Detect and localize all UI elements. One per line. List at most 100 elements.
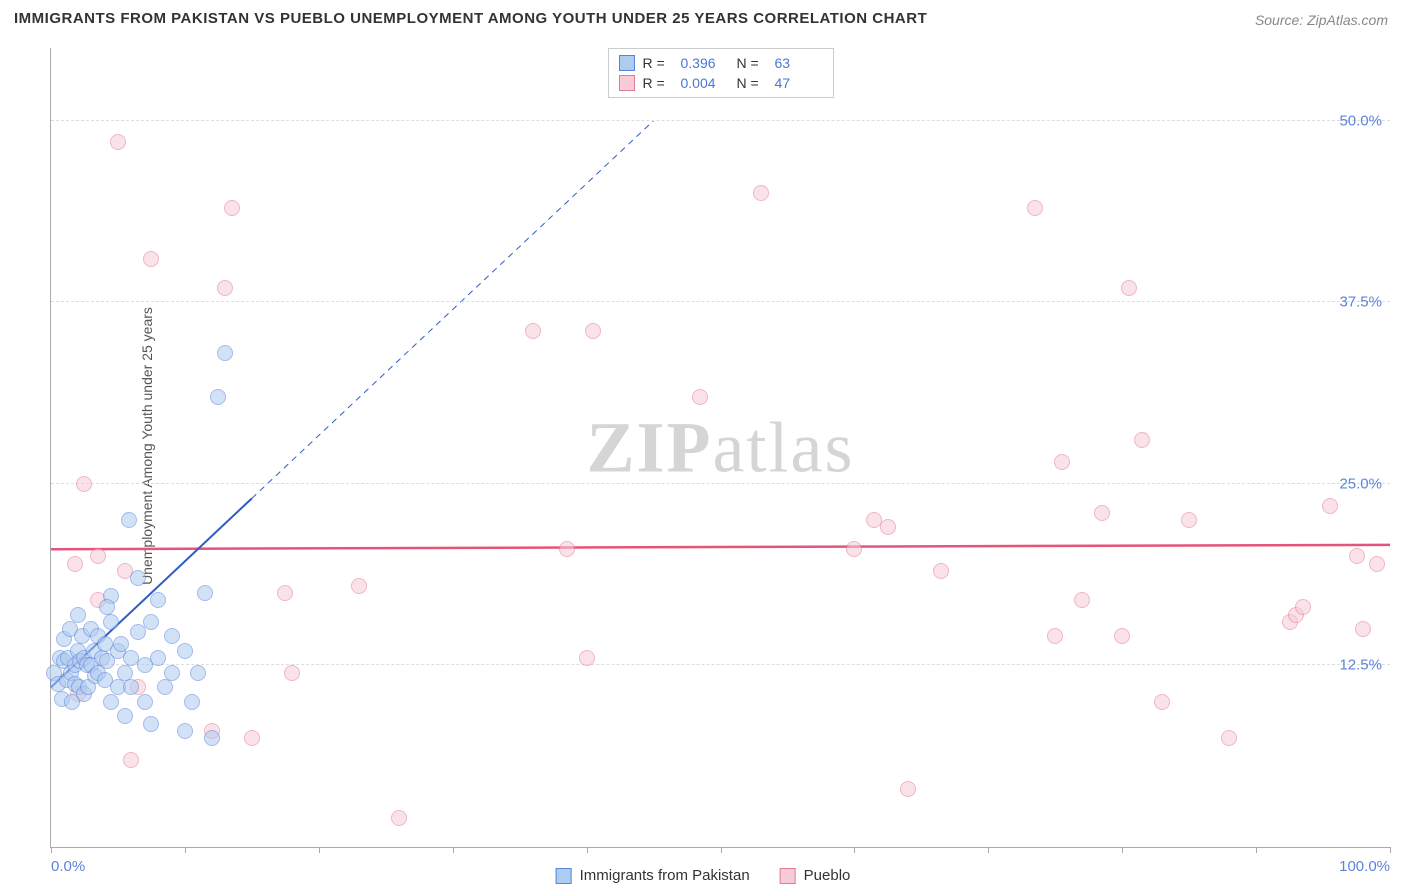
x-tick [854,847,855,853]
data-point [224,200,240,216]
data-point [1221,730,1237,746]
gridline [51,301,1390,302]
data-point [130,624,146,640]
data-point [1114,628,1130,644]
data-point [1355,621,1371,637]
data-point [164,628,180,644]
data-point [90,548,106,564]
data-point [103,614,119,630]
y-tick-label: 12.5% [1339,657,1382,674]
data-point [1094,505,1110,521]
legend-swatch [619,75,635,91]
data-point [130,570,146,586]
data-point [76,476,92,492]
data-point [1154,694,1170,710]
data-point [585,323,601,339]
data-point [113,636,129,652]
data-point [579,650,595,666]
data-point [1295,599,1311,615]
data-point [67,556,83,572]
data-point [880,519,896,535]
data-point [123,752,139,768]
data-point [143,614,159,630]
legend-r-label: R = [643,75,673,91]
gridline [51,483,1390,484]
x-tick [1256,847,1257,853]
legend-item: Immigrants from Pakistan [556,867,750,884]
legend-swatch [619,55,635,71]
data-point [1121,280,1137,296]
x-tick [453,847,454,853]
data-point [277,585,293,601]
data-point [846,541,862,557]
data-point [1047,628,1063,644]
data-point [70,607,86,623]
data-point [351,578,367,594]
data-point [117,708,133,724]
legend-row: R = 0.396 N = 63 [619,53,823,73]
data-point [123,679,139,695]
data-point [184,694,200,710]
data-point [900,781,916,797]
x-axis-label: 100.0% [1339,858,1390,875]
trend-lines [51,48,1390,847]
source-attribution: Source: ZipAtlas.com [1255,12,1388,28]
series-legend: Immigrants from Pakistan Pueblo [556,867,851,884]
data-point [391,810,407,826]
data-point [99,599,115,615]
data-point [753,185,769,201]
legend-n-label: N = [737,55,767,71]
data-point [217,345,233,361]
legend-n-value: 47 [775,75,823,91]
watermark-text: ZIPatlas [587,406,855,489]
x-tick [185,847,186,853]
x-tick [587,847,588,853]
data-point [143,716,159,732]
data-point [933,563,949,579]
x-tick [1390,847,1391,853]
x-axis-label: 0.0% [51,858,85,875]
y-tick-label: 50.0% [1339,112,1382,129]
data-point [204,730,220,746]
data-point [525,323,541,339]
x-tick [1122,847,1123,853]
legend-r-value: 0.004 [681,75,729,91]
legend-r-label: R = [643,55,673,71]
data-point [143,251,159,267]
data-point [137,694,153,710]
legend-row: R = 0.004 N = 47 [619,73,823,93]
scatter-chart: ZIPatlas R = 0.396 N = 63 R = 0.004 N = 47 12.5… [50,48,1390,848]
y-tick-label: 25.0% [1339,475,1382,492]
x-tick [319,847,320,853]
legend-n-value: 63 [775,55,823,71]
data-point [1054,454,1070,470]
x-tick [721,847,722,853]
data-point [1322,498,1338,514]
legend-n-label: N = [737,75,767,91]
data-point [559,541,575,557]
legend-item: Pueblo [780,867,851,884]
data-point [284,665,300,681]
data-point [1074,592,1090,608]
data-point [244,730,260,746]
data-point [164,665,180,681]
legend-swatch [780,868,796,884]
data-point [150,592,166,608]
data-point [121,512,137,528]
legend-series-name: Pueblo [804,867,851,884]
data-point [1369,556,1385,572]
data-point [1134,432,1150,448]
x-tick [988,847,989,853]
data-point [110,134,126,150]
data-point [103,694,119,710]
gridline [51,664,1390,665]
data-point [1181,512,1197,528]
data-point [157,679,173,695]
data-point [1349,548,1365,564]
correlation-legend: R = 0.396 N = 63 R = 0.004 N = 47 [608,48,834,98]
data-point [217,280,233,296]
x-tick [51,847,52,853]
data-point [190,665,206,681]
data-point [1027,200,1043,216]
legend-r-value: 0.396 [681,55,729,71]
